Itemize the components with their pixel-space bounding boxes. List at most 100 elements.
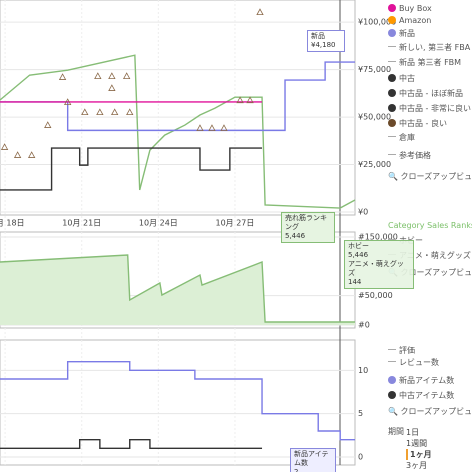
legend-item[interactable]: レビュー数 (388, 358, 439, 368)
closeup[interactable]: 🔍 クローズアップビュー (388, 407, 472, 417)
legend-item[interactable]: 評価 (388, 346, 415, 356)
legend-marker (388, 119, 396, 127)
series-line (0, 438, 263, 450)
tooltip-rank-detail: ホビー 5,446 アニメ・萌えグッズ 144 (344, 240, 414, 289)
tooltip-value: 5,446 (285, 232, 306, 240)
legend-marker (388, 391, 396, 399)
y-tick-label: #0 (358, 321, 370, 330)
panel-count (0, 339, 356, 466)
marker (94, 72, 102, 79)
period-option[interactable]: 1週間 (406, 439, 428, 448)
closeup-label[interactable]: クローズアップビュー (400, 268, 472, 277)
legend-marker (388, 376, 396, 384)
legend-marker (388, 361, 396, 362)
legend-marker (388, 239, 396, 240)
legend-item[interactable]: Amazon (388, 16, 431, 26)
legend-label: レビュー数 (399, 358, 439, 367)
legend-item[interactable]: 中古 (388, 74, 415, 84)
rank-title: Category Sales Ranks (388, 221, 472, 230)
closeup[interactable]: 🔍 クローズアップビュー (388, 172, 472, 182)
legend-label: 中古品 - 良い (399, 119, 447, 128)
legend-label: Amazon (399, 16, 432, 25)
legend-marker (388, 89, 396, 97)
y-tick-label: #150,000 (358, 233, 398, 242)
tooltip-title: ホビー (348, 242, 369, 250)
y-tick-label: ¥50,000 (358, 113, 391, 122)
tooltip-title: 売れ筋ランキング (285, 214, 327, 231)
marker (126, 108, 134, 116)
period-option[interactable]: 1ヶ月 (406, 449, 432, 460)
tooltip-value: ¥4,180 (311, 41, 336, 49)
legend-item[interactable]: 参考価格 (388, 151, 431, 161)
legend-item[interactable]: 中古アイテム数 (388, 391, 454, 401)
legend-item[interactable]: 中古品 - 良い (388, 119, 447, 129)
marker (27, 151, 36, 158)
legend-marker (388, 61, 396, 62)
tooltip-rank: 売れ筋ランキング 5,446 (281, 212, 335, 243)
tooltip-title: 新品アイテム数 (294, 450, 329, 467)
tooltip-value: 2 (294, 468, 299, 472)
legend-label: 中古アイテム数 (399, 391, 455, 400)
tooltip-count: 新品アイテム数 2 (290, 448, 336, 472)
marker (196, 124, 204, 132)
marker (123, 72, 131, 79)
legend-item[interactable]: 中古品 - 非常に良い (388, 104, 471, 114)
marker (13, 151, 22, 158)
tooltip-new: 新品 ¥4,180 (307, 30, 345, 52)
closeup-label[interactable]: クローズアップビュー (400, 172, 472, 181)
legend-label: 中古品 - ほぼ新品 (399, 89, 463, 98)
marker (44, 121, 52, 128)
period-option[interactable]: 3ヶ月 (406, 461, 428, 470)
y-tick-label: 10 (358, 366, 368, 375)
y-tick-label: ¥75,000 (358, 65, 391, 74)
marker (208, 124, 216, 132)
legend-marker (388, 349, 396, 350)
legend-item[interactable]: 新品 (388, 29, 415, 39)
legend-label: 中古品 - 非常に良い (399, 104, 471, 113)
series-line (0, 360, 355, 441)
legend-item[interactable]: 中古品 - ほぼ新品 (388, 89, 463, 99)
legend-item[interactable]: 新品 第三者 FBM (388, 58, 461, 68)
series-line (0, 61, 355, 132)
x-tick-label: 10月 18日 (0, 219, 25, 228)
series-line (0, 254, 355, 323)
legend-item[interactable]: 新品アイテム数 (388, 376, 454, 386)
marker (220, 124, 228, 132)
y-tick-label: #50,000 (358, 291, 393, 300)
marker (108, 84, 116, 91)
legend-item[interactable]: 新しい, 第三者 FBA (388, 43, 470, 53)
y-tick-label: 0 (358, 453, 363, 462)
x-tick-label: 10月 27日 (216, 219, 255, 228)
legend-label: 中古 (399, 74, 415, 83)
legend-marker (388, 74, 396, 82)
legend-label: 評価 (399, 346, 415, 355)
series-line (0, 147, 263, 191)
legend-item[interactable]: Buy Box (388, 4, 432, 14)
panel-price (0, 0, 356, 216)
legend-marker (388, 29, 396, 37)
legend-marker (388, 16, 396, 24)
legend-label: アニメ・萌えグッズ (399, 251, 471, 260)
y-tick-label: ¥100,000 (358, 18, 396, 27)
period-option[interactable]: 1日 (406, 428, 420, 437)
marker (81, 108, 89, 116)
legend-label: 新品 第三者 FBM (399, 58, 462, 67)
tooltip-title: 新品 (311, 32, 325, 40)
legend-item[interactable]: 倉庫 (388, 133, 415, 143)
period-label: 期間 (388, 427, 404, 436)
closeup-label[interactable]: クローズアップビュー (400, 407, 472, 416)
tooltip-value: 5,446 (348, 251, 369, 259)
marker (64, 98, 72, 105)
legend-label: 新しい, 第三者 FBA (399, 43, 471, 52)
tooltip-sub-value: 144 (348, 278, 362, 286)
tooltip-sub: アニメ・萌えグッズ (348, 260, 404, 277)
legend-marker (388, 46, 396, 47)
y-tick-label: ¥0 (358, 208, 368, 217)
marker (108, 72, 116, 79)
series-line (0, 54, 356, 209)
marker (256, 8, 264, 16)
legend-marker (388, 154, 396, 155)
marker (246, 96, 254, 104)
marker (236, 96, 244, 104)
